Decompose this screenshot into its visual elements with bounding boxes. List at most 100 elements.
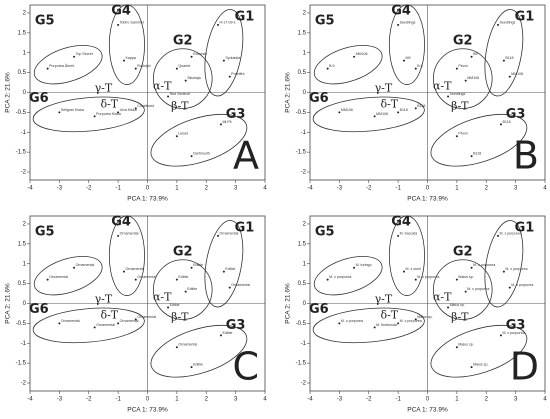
annotation: β-T xyxy=(451,310,469,323)
y-tick-label: -1.5 xyxy=(16,361,27,367)
point xyxy=(58,111,61,114)
y-tick-label: -1.5 xyxy=(296,150,307,156)
point xyxy=(190,155,193,158)
group-label: G4 xyxy=(391,214,411,229)
point-label: Syrkanka xyxy=(225,56,240,60)
point-label: B.9 xyxy=(329,64,334,68)
point xyxy=(123,270,125,273)
point-label: M. x purpurea xyxy=(473,263,495,267)
panel-letter: B xyxy=(513,134,539,178)
y-tick-label: 0.5 xyxy=(298,281,307,287)
group-ellipse xyxy=(388,4,425,85)
panel-letter: D xyxy=(510,345,539,389)
point xyxy=(397,234,400,237)
y-axis-label: PCA 2: 21.6% xyxy=(5,283,12,324)
group-label: G5 xyxy=(315,13,335,28)
point xyxy=(123,59,125,62)
point-label: B118 xyxy=(473,152,481,156)
x-tick-label: 1 xyxy=(175,397,179,403)
point-label: Evereste xyxy=(193,52,207,56)
y-tick-label: -1 xyxy=(21,130,27,136)
group-label: G6 xyxy=(29,302,49,317)
point xyxy=(497,234,499,237)
point-label: M. x purpurea xyxy=(511,283,533,287)
point xyxy=(353,55,356,58)
point-label: Ornamental xyxy=(178,343,197,347)
point xyxy=(134,278,137,281)
y-tick-label: 1.5 xyxy=(298,30,307,36)
group-label: G4 xyxy=(391,3,411,18)
y-tick-label: 0 xyxy=(23,90,27,96)
point xyxy=(373,326,376,329)
point-label: MM106 xyxy=(341,108,353,112)
point-label: M. x purpurea xyxy=(500,231,522,235)
group-ellipse xyxy=(312,307,425,344)
point xyxy=(470,55,473,58)
point xyxy=(93,326,96,329)
point-label: M. x purpurea xyxy=(329,275,351,279)
point-label: Malus sp. xyxy=(417,315,432,319)
x-tick-label: 2 xyxy=(205,186,209,192)
point xyxy=(499,334,502,337)
annotation: δ-T xyxy=(100,308,118,321)
y-tick-label: 0 xyxy=(23,301,27,307)
point xyxy=(222,59,225,62)
annotation: β-T xyxy=(171,310,189,323)
point xyxy=(447,306,450,309)
point-label: MM106 xyxy=(356,52,368,56)
point-label: Dartmouth xyxy=(193,152,210,156)
point xyxy=(403,270,405,273)
point xyxy=(175,278,178,281)
group-ellipse xyxy=(432,48,493,109)
x-tick-label: -3 xyxy=(57,397,63,403)
group-label: G4 xyxy=(111,214,131,229)
point xyxy=(326,67,329,70)
point xyxy=(455,135,458,138)
group-label: G6 xyxy=(309,91,329,106)
point xyxy=(117,234,120,237)
panel: -4 -3 -2 -1 0 1 2 3 4 -2 -1.5 -1 -0.5 0 0.5 1 1.5 2 PCA 1:… xyxy=(5,214,268,413)
x-tick-label: 1 xyxy=(455,397,459,403)
point-label: M. x purpurea xyxy=(417,275,439,279)
y-tick-label: -0.5 xyxy=(296,321,307,327)
point xyxy=(167,95,170,98)
point xyxy=(219,334,222,337)
y-tick-label: -1 xyxy=(21,341,27,347)
point-label: M. baccata xyxy=(400,231,418,235)
point-label: B118 xyxy=(400,108,408,112)
point-label: Sellgran Kiska xyxy=(61,108,84,112)
annotation: γ-T xyxy=(95,293,113,306)
panel-letter: A xyxy=(233,134,259,178)
point xyxy=(134,67,137,70)
point xyxy=(134,107,137,110)
group-ellipse xyxy=(150,324,248,378)
point-label: Seedlings xyxy=(450,92,466,96)
group-ellipse xyxy=(313,44,383,85)
point xyxy=(184,79,187,82)
group-ellipse xyxy=(32,96,145,133)
group-ellipse xyxy=(150,113,248,167)
point xyxy=(175,135,178,138)
point-label: Pboni xyxy=(458,132,467,136)
point xyxy=(117,111,120,114)
point xyxy=(58,322,61,325)
point xyxy=(502,270,505,273)
point-label: M. x purpurea xyxy=(467,287,489,291)
x-tick-label: -1 xyxy=(115,397,121,403)
group-label: G2 xyxy=(173,244,193,259)
x-tick-label: 3 xyxy=(514,397,518,403)
point-label: B118 xyxy=(502,120,510,124)
x-tick-label: -4 xyxy=(307,186,313,192)
annotation: α-T xyxy=(433,80,452,93)
group-ellipse xyxy=(108,215,145,296)
point-label: B.9 xyxy=(417,64,422,68)
x-tick-label: -4 xyxy=(27,186,33,192)
point xyxy=(397,23,400,26)
x-tick-label: 4 xyxy=(263,186,267,192)
point xyxy=(73,266,76,269)
group-label: G3 xyxy=(226,318,246,333)
point xyxy=(326,278,329,281)
group-label: G1 xyxy=(235,220,255,235)
y-tick-label: 0 xyxy=(303,301,307,307)
y-tick-label: 0.5 xyxy=(18,70,27,76)
